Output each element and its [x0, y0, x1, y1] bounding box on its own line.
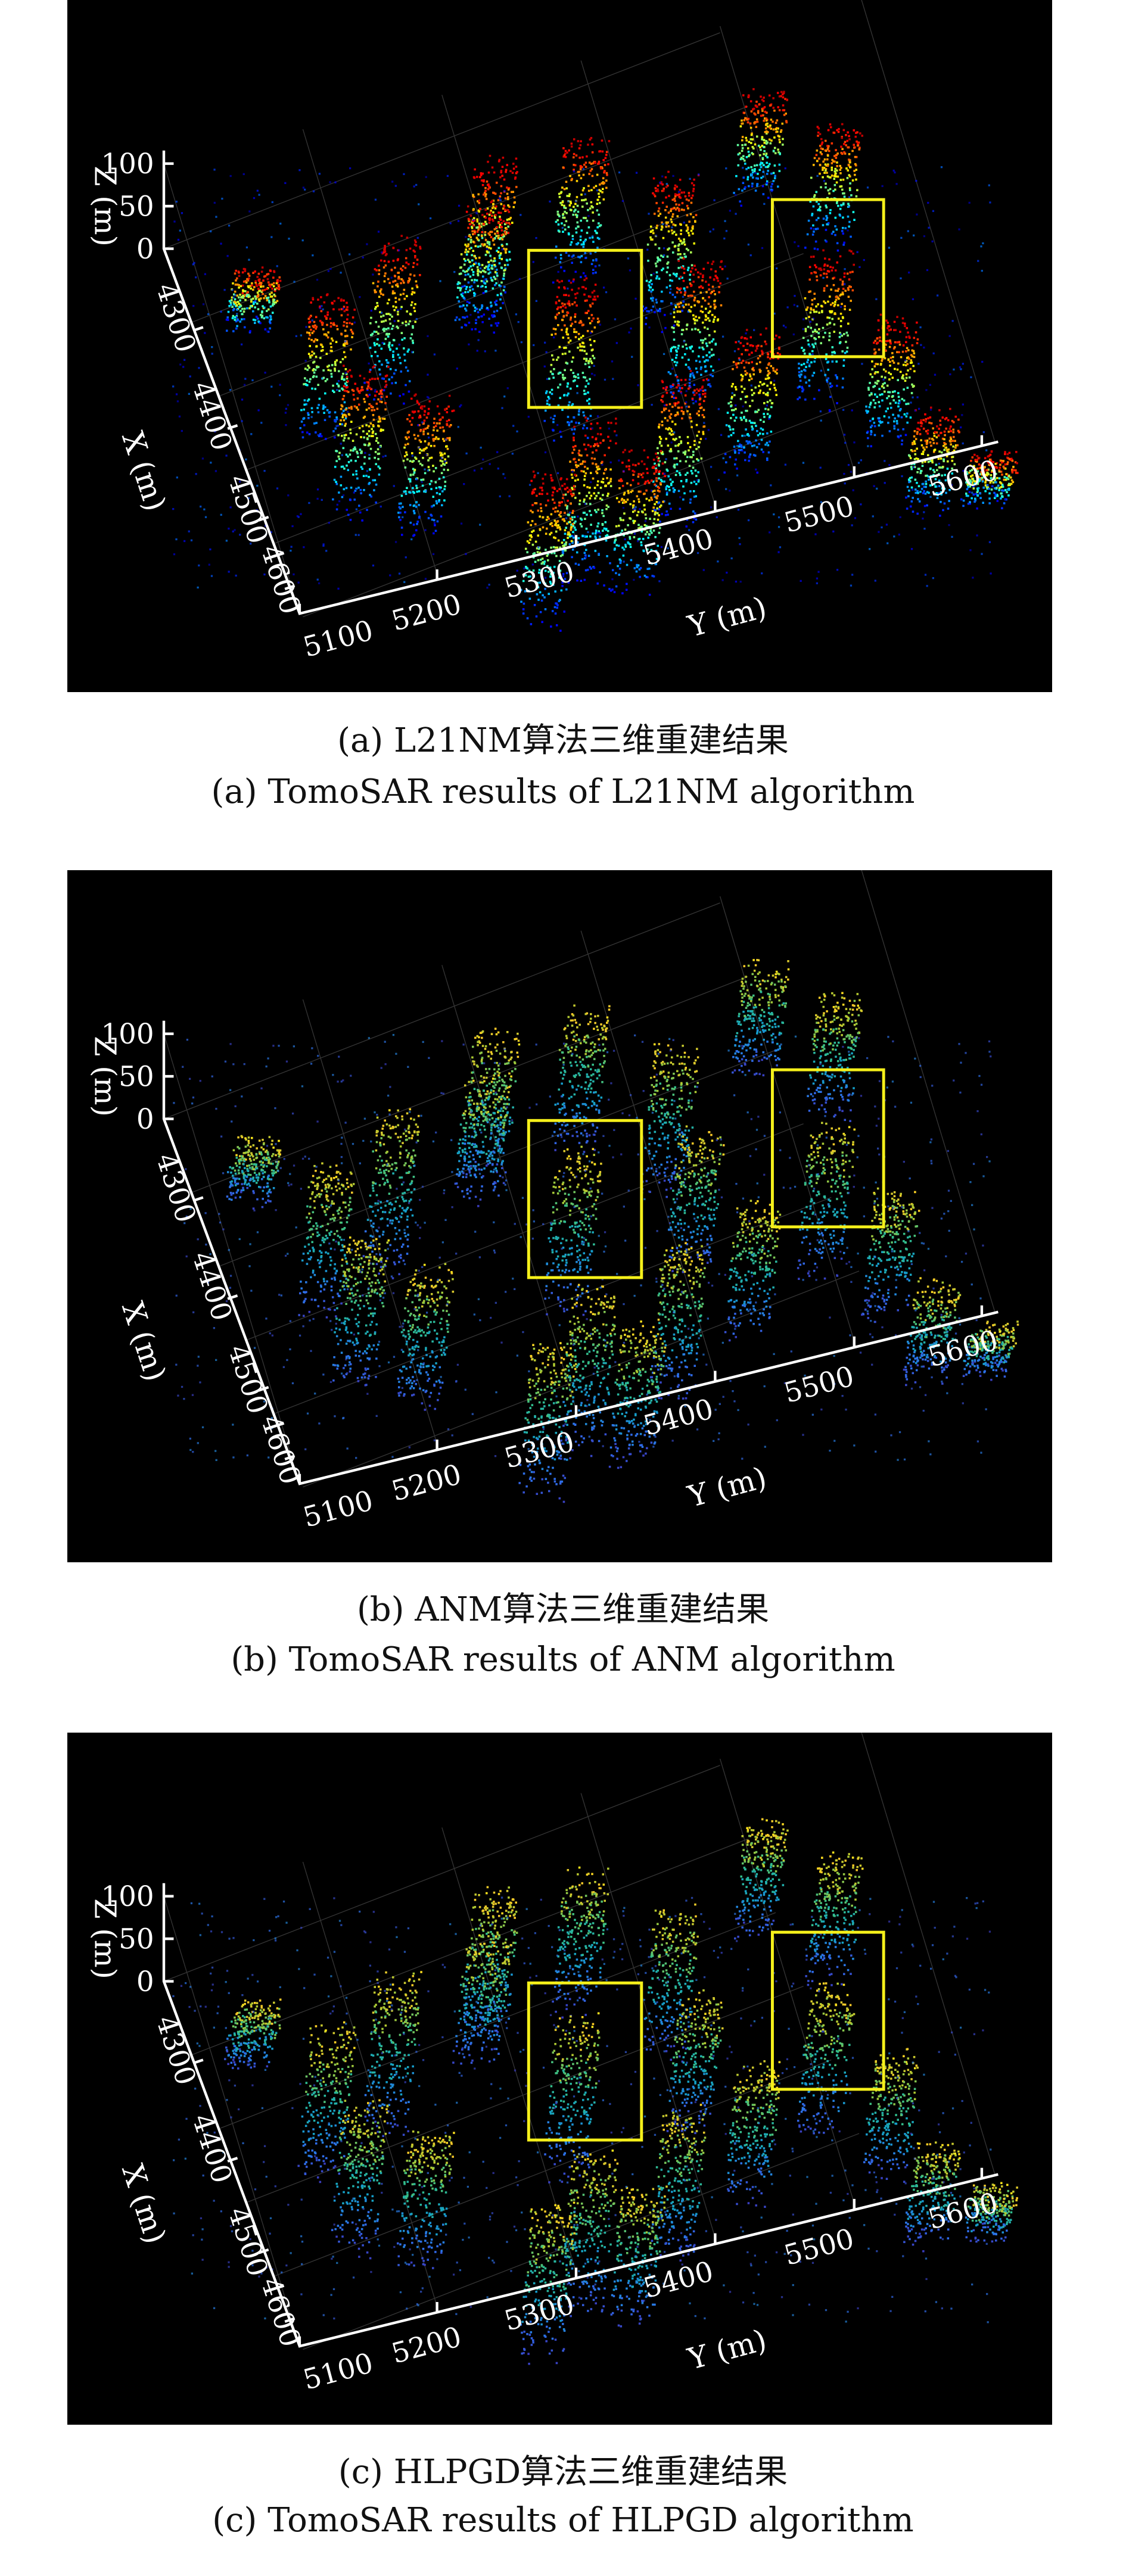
- point-cloud-points: [173, 959, 1019, 1503]
- grid-lines: [163, 1733, 996, 2350]
- y-tick-label: 5500: [781, 490, 858, 540]
- x-axis-label: X (m): [115, 428, 173, 516]
- z-tick-label: 100: [101, 1018, 154, 1051]
- y-tick-label: 5200: [388, 1459, 465, 1508]
- x-tick-label: 4500: [222, 2203, 274, 2281]
- y-tick-label: 5200: [388, 2321, 465, 2371]
- z-tick-label: 0: [136, 1104, 154, 1136]
- z-axis-label: Z (m): [88, 1898, 123, 1979]
- highlight-box: [527, 1981, 643, 2142]
- y-tick-label: 5300: [501, 556, 578, 605]
- x-tick-label: 4300: [150, 1150, 202, 1227]
- z-tick-label: 50: [119, 1924, 154, 1956]
- x-tick-label: 4300: [150, 2012, 202, 2089]
- z-tick-label: 0: [136, 1966, 154, 1998]
- axes: [162, 1020, 999, 1485]
- x-tick-label: 4400: [185, 1248, 238, 1325]
- highlight-box: [527, 248, 643, 409]
- z-tick-label: 50: [119, 191, 154, 223]
- y-tick-label: 5100: [300, 1485, 377, 1534]
- z-tick-label: 0: [136, 233, 154, 266]
- tomosar-plot-c: 100 50 0 Z (m) 4300 4400 4500 4600 X (m) 5100 5200…: [67, 1733, 1052, 2425]
- x-tick-label: 4600: [254, 541, 306, 618]
- tomosar-plot-b: 100 50 0 Z (m) 4300 4400 4500 4600 X (m) 5100 5200…: [67, 870, 1052, 1562]
- y-axis-label: Y (m): [684, 2322, 770, 2376]
- y-tick-label: 5100: [300, 615, 377, 664]
- highlight-box: [770, 198, 885, 359]
- y-tick-label: 5200: [388, 588, 465, 638]
- x-axis-label: X (m): [115, 1298, 173, 1386]
- y-tick-label: 5600: [925, 1325, 1001, 1374]
- z-tick-label: 100: [101, 1881, 154, 1913]
- x-tick-label: 4400: [185, 2110, 238, 2188]
- caption-english: (a) TomoSAR results of L21NM algorithm: [211, 773, 915, 811]
- x-tick-label: 4600: [254, 1411, 306, 1488]
- z-tick-label: 50: [119, 1061, 154, 1094]
- y-axis-label: Y (m): [684, 1460, 770, 1514]
- highlight-box: [770, 1930, 885, 2091]
- point-cloud-points: [172, 88, 1019, 632]
- caption-chinese: (a) L21NM算法三维重建结果: [337, 721, 789, 760]
- caption-english: (b) TomoSAR results of ANM algorithm: [231, 1640, 895, 1679]
- highlight-box: [770, 1068, 885, 1229]
- z-axis-label: Z (m): [88, 166, 123, 247]
- axes: [162, 1883, 999, 2348]
- y-tick-label: 5600: [925, 454, 1001, 504]
- y-tick-label: 5300: [501, 2288, 578, 2338]
- y-axis-label: Y (m): [684, 590, 770, 644]
- x-tick-label: 4600: [254, 2273, 306, 2351]
- x-axis-label: X (m): [115, 2160, 173, 2248]
- grid-lines: [163, 870, 996, 1488]
- y-tick-label: 5100: [300, 2347, 377, 2397]
- x-tick-label: 4500: [222, 1341, 274, 1418]
- caption-chinese: (c) HLPGD算法三维重建结果: [338, 2453, 788, 2491]
- y-tick-label: 5400: [640, 2256, 717, 2305]
- y-tick-label: 5300: [501, 1426, 578, 1475]
- caption-chinese: (b) ANM算法三维重建结果: [356, 1590, 770, 1629]
- y-tick-label: 5500: [781, 1360, 858, 1410]
- point-cloud-points: [172, 1818, 1018, 2365]
- z-axis-label: Z (m): [88, 1036, 123, 1117]
- axes: [162, 150, 999, 615]
- grid-lines: [163, 0, 996, 618]
- y-tick-label: 5500: [781, 2223, 858, 2272]
- caption-english: (c) TomoSAR results of HLPGD algorithm: [212, 2501, 914, 2540]
- x-tick-label: 4300: [150, 279, 202, 357]
- x-tick-label: 4500: [222, 471, 274, 548]
- tomosar-plot-a: 100 50 0 Z (m) 4300 4400 4500 4600 X (m) 5100 5200…: [67, 0, 1052, 692]
- z-tick-label: 100: [101, 148, 154, 180]
- highlight-box: [527, 1119, 643, 1279]
